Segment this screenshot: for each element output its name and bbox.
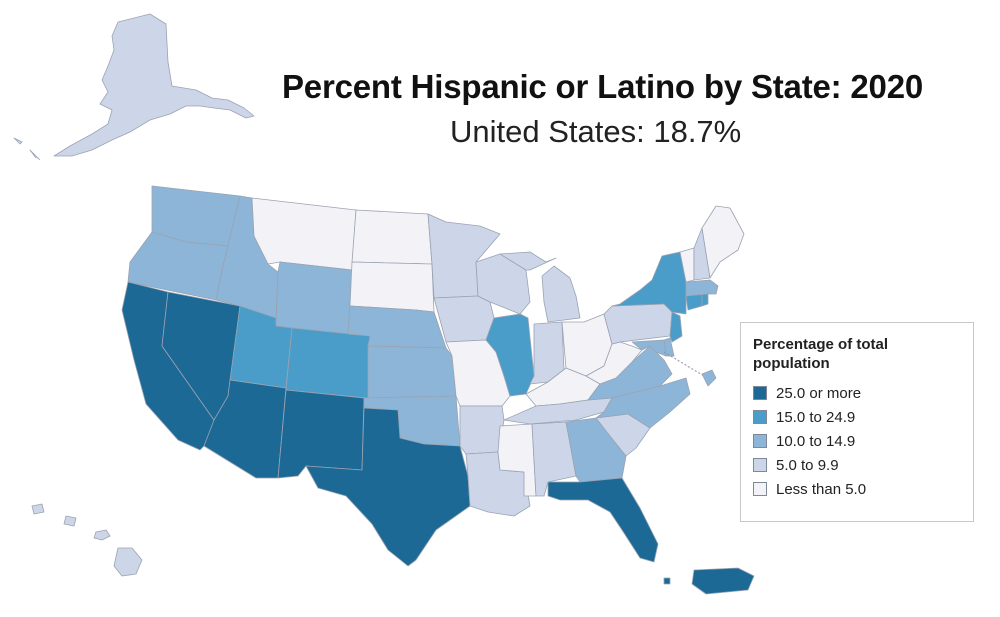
legend-swatch — [753, 458, 767, 472]
legend-swatch — [753, 386, 767, 400]
legend-label: 25.0 or more — [776, 384, 862, 402]
state-wyoming — [275, 261, 353, 335]
state-maine — [701, 205, 745, 279]
state-new-jersey — [669, 311, 683, 343]
state-maryland — [631, 339, 667, 357]
state-texas — [305, 407, 471, 567]
state-puerto-rico — [691, 567, 755, 595]
state-colorado — [285, 327, 371, 399]
state-new-mexico — [277, 389, 365, 479]
map-subtitle: United States: 18.7% — [450, 114, 742, 149]
legend-label: 15.0 to 24.9 — [776, 408, 856, 426]
state-kansas — [367, 345, 457, 399]
legend-swatch — [753, 482, 767, 496]
state-michigan — [541, 265, 581, 323]
state-iowa — [433, 295, 495, 343]
legend-label: 10.0 to 14.9 — [776, 432, 856, 450]
state-alaska-aleutians — [13, 137, 41, 161]
state-florida — [547, 477, 659, 563]
legend-item: 10.0 to 14.9 — [753, 429, 961, 453]
state-new-york — [611, 251, 687, 315]
legend: Percentage of total population 25.0 or m… — [740, 322, 974, 522]
state-rhode-island — [701, 293, 709, 307]
legend-item: 25.0 or more — [753, 381, 961, 405]
state-montana — [251, 197, 357, 271]
state-alaska — [53, 13, 255, 157]
legend-title: Percentage of total population — [753, 336, 889, 372]
state-massachusetts — [685, 279, 719, 297]
legend-item: Less than 5.0 — [753, 477, 961, 501]
state-south-dakota — [349, 261, 435, 313]
map-title: Percent Hispanic or Latino by State: 202… — [282, 68, 924, 105]
state-illinois — [485, 313, 535, 397]
state-hawaii-kauai — [31, 503, 45, 515]
legend-label: 5.0 to 9.9 — [776, 456, 839, 474]
legend-item: 15.0 to 24.9 — [753, 405, 961, 429]
legend-label: Less than 5.0 — [776, 480, 867, 498]
state-district-of-columbia — [701, 369, 717, 387]
state-north-dakota — [351, 209, 433, 265]
state-arkansas — [459, 405, 505, 455]
legend-swatch — [753, 434, 767, 448]
state-hawaii-oahu — [63, 515, 77, 527]
state-connecticut — [685, 293, 703, 311]
state-hawaii-maui — [93, 529, 111, 541]
puerto-rico-islet — [663, 577, 671, 585]
state-michigan-upper — [499, 251, 557, 271]
state-hawaii-main — [113, 547, 143, 577]
legend-item: 5.0 to 9.9 — [753, 453, 961, 477]
legend-swatch — [753, 410, 767, 424]
state-pennsylvania — [603, 303, 673, 345]
